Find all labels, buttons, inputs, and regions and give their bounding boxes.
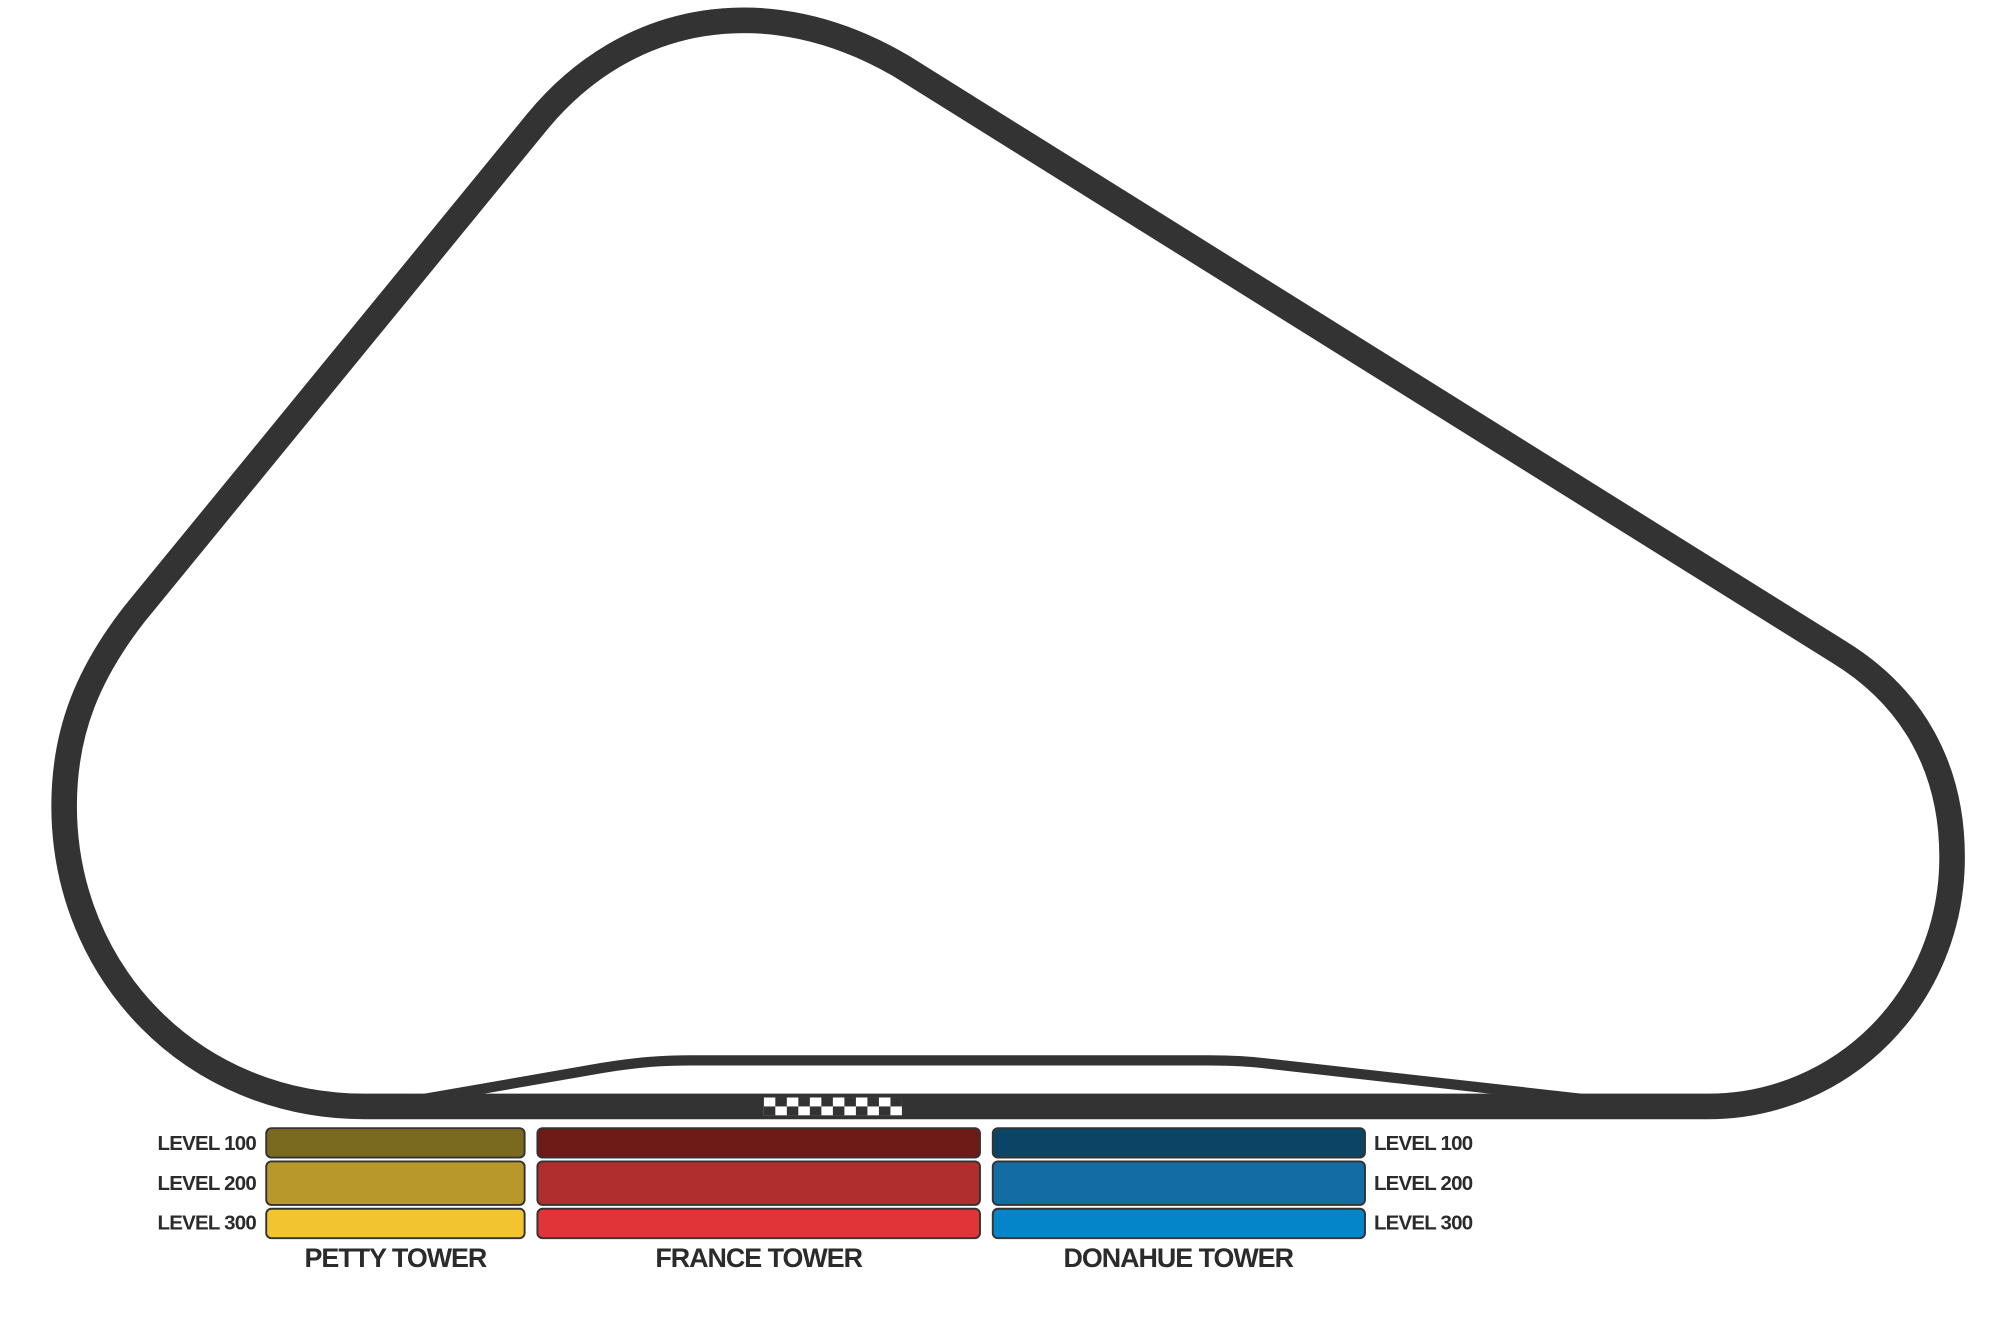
donahue-level-200[interactable]: [991, 1160, 1366, 1206]
pit-road: [402, 1055, 1594, 1108]
level-label: LEVEL 300: [1374, 1212, 1473, 1235]
petty-level-100[interactable]: [265, 1127, 526, 1159]
france-level-300[interactable]: [536, 1207, 981, 1240]
track-outline: [51, 7, 1965, 1120]
france-tower-sections: [536, 1127, 981, 1240]
level-label: LEVEL 100: [1374, 1132, 1473, 1155]
level-label: LEVEL 200: [158, 1172, 257, 1195]
tower-name: PETTY TOWER: [305, 1243, 487, 1273]
france-level-200[interactable]: [536, 1160, 981, 1206]
level-label: LEVEL 300: [158, 1212, 257, 1235]
france-level-100[interactable]: [536, 1127, 981, 1159]
tower-name: DONAHUE TOWER: [1064, 1243, 1294, 1273]
level-label: LEVEL 100: [158, 1132, 257, 1155]
petty-tower-sections: [265, 1127, 526, 1240]
petty-level-200[interactable]: [265, 1160, 526, 1206]
tower-name: FRANCE TOWER: [655, 1243, 862, 1273]
petty-level-300[interactable]: [265, 1207, 526, 1240]
donahue-level-300[interactable]: [991, 1207, 1366, 1240]
donahue-level-100[interactable]: [991, 1127, 1366, 1159]
start-finish-line: [763, 1097, 902, 1116]
donahue-tower-sections: [991, 1127, 1366, 1240]
level-label: LEVEL 200: [1374, 1172, 1473, 1195]
